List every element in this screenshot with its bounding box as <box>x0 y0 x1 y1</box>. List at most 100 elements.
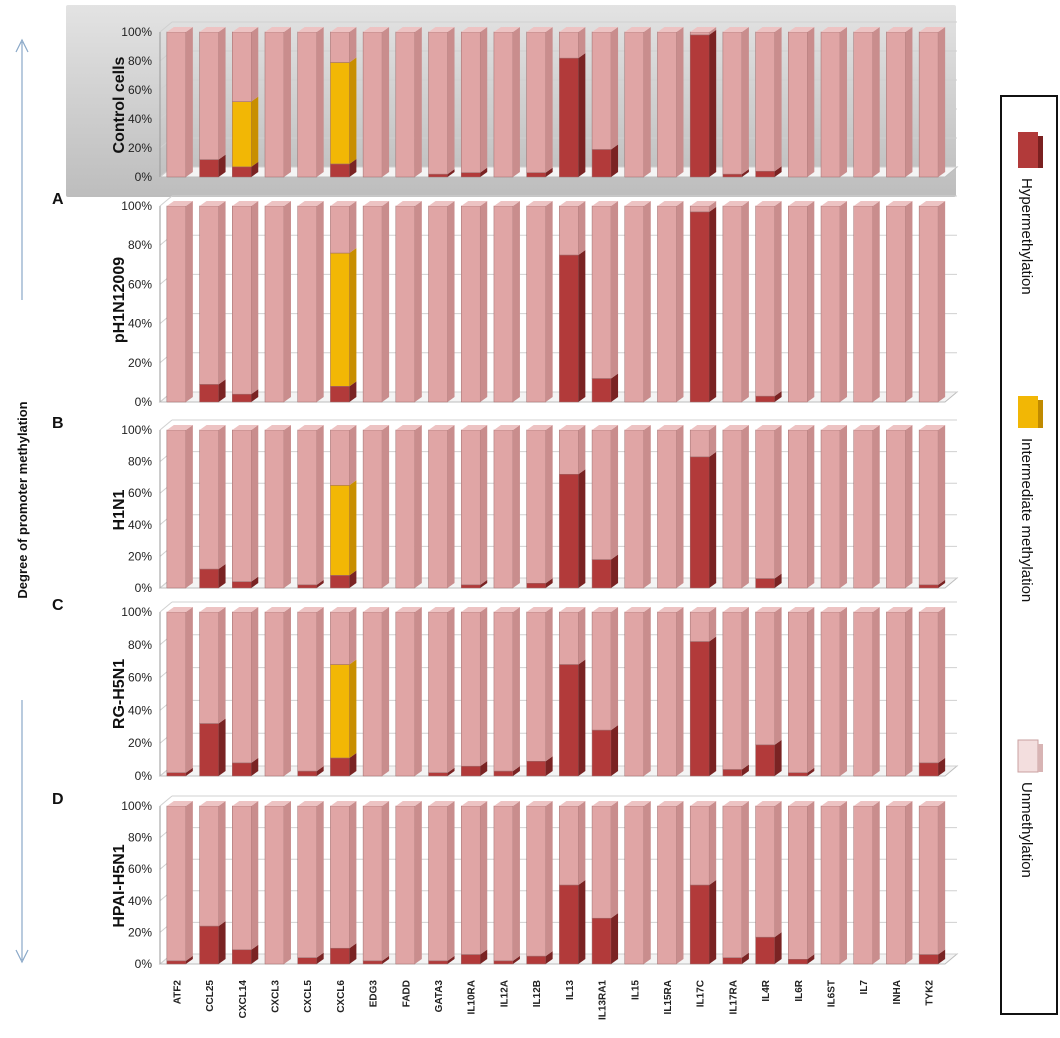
bar-front <box>428 429 448 589</box>
panel-1: 0% 20% 40% 60% 80% 100% pH1N12009 A <box>52 191 959 409</box>
bar-front <box>526 955 546 965</box>
bar-side <box>774 27 782 172</box>
bar-top <box>461 607 488 612</box>
bar-front <box>591 429 612 560</box>
bar-front <box>820 31 841 178</box>
bar-2-IL13 <box>559 27 586 59</box>
bar-side <box>349 659 357 758</box>
panel-title: pH1N12009 <box>111 257 128 343</box>
bar-front <box>297 429 317 586</box>
panel-3: 0% 20% 40% 60% 80% 100% RG-H5N1 C <box>52 597 959 783</box>
bar-side <box>545 801 553 957</box>
y-tick-label: 100% <box>121 423 152 437</box>
bar-side <box>807 801 815 960</box>
bar-2-GATA3 <box>428 801 455 962</box>
bar-side <box>905 607 913 776</box>
legend-item-unmethylation: Unmethylation <box>1017 739 1043 878</box>
bar-side <box>316 952 324 964</box>
bar-front <box>755 936 775 965</box>
bar-front <box>689 456 710 589</box>
bar-top <box>297 27 324 32</box>
bar-side <box>774 607 782 745</box>
bar-side <box>741 801 749 958</box>
bar-front <box>199 723 219 777</box>
y-tick-label: 40% <box>128 703 152 717</box>
bar-side <box>251 757 259 776</box>
category-label: IL4R <box>761 979 772 1001</box>
bar-front <box>493 429 514 589</box>
legend-swatch-hyper-side <box>1038 136 1043 168</box>
bar-top <box>821 201 848 206</box>
bar-front <box>362 31 383 178</box>
bar-side <box>349 381 357 402</box>
bar-side <box>316 607 324 772</box>
bar-0-CXCL6 <box>330 381 357 403</box>
bar-top <box>428 27 455 32</box>
bar-top <box>657 425 684 430</box>
bar-2-CCL25 <box>199 607 226 724</box>
category-label: IL15 <box>630 980 641 1000</box>
bar-2-TYK2 <box>918 801 946 955</box>
bar-side <box>349 201 357 254</box>
bar-front <box>820 429 841 589</box>
legend-swatch-intermediate-side <box>1038 400 1043 428</box>
bar-side <box>512 801 520 961</box>
bar-side <box>709 451 717 588</box>
bar-side <box>545 578 553 588</box>
bar-front <box>722 769 743 777</box>
bar-side <box>283 801 291 964</box>
bar-front <box>559 205 579 256</box>
bar-front <box>166 429 187 589</box>
bar-top <box>624 27 651 32</box>
bar-2-IL12B <box>526 27 553 173</box>
bar-front <box>755 578 775 589</box>
bar-2-IL10RA <box>460 607 488 767</box>
bar-front <box>689 884 710 965</box>
bar-front <box>591 917 612 965</box>
bar-front <box>755 744 775 777</box>
category-label: IL7 <box>859 980 870 995</box>
bar-top <box>395 27 422 32</box>
bar-top <box>559 27 586 32</box>
bar-top <box>592 801 619 806</box>
bar-2-IL15RA <box>657 27 684 178</box>
bar-side <box>414 607 422 776</box>
y-tick-label: 0% <box>135 170 153 184</box>
bar-top <box>363 27 390 32</box>
bar-front <box>428 611 448 773</box>
bar-top <box>821 801 848 806</box>
y-tick-label: 80% <box>128 238 152 252</box>
bar-front <box>689 34 710 178</box>
bar-top <box>166 425 193 430</box>
category-label: IL12B <box>532 980 543 1007</box>
bar-side <box>283 425 291 588</box>
bar-front <box>788 772 808 777</box>
bar-side <box>218 718 226 776</box>
bar-2-ATF2 <box>166 607 193 773</box>
bar-top <box>395 425 422 430</box>
bar-side <box>807 27 815 177</box>
y-tick-label: 40% <box>128 112 152 126</box>
bar-front <box>559 884 579 965</box>
bar-2-IL13RA1 <box>591 801 619 919</box>
bar-0-CCL25 <box>199 564 226 589</box>
bar-side <box>709 801 717 885</box>
panel-letter: C <box>52 597 64 614</box>
bar-side <box>251 389 259 402</box>
bar-side <box>840 801 848 964</box>
bar-front <box>526 205 546 403</box>
bar-2-FADD <box>395 27 422 178</box>
bar-2-CXCL6 <box>330 607 357 665</box>
panel-letter: A <box>52 191 64 208</box>
bar-top <box>264 425 291 430</box>
bar-top <box>919 201 946 206</box>
bar-2-IL7 <box>853 27 880 178</box>
bar-side <box>807 425 815 588</box>
bar-side <box>938 579 946 588</box>
bar-front <box>689 429 710 458</box>
bar-side <box>349 801 357 949</box>
bar-side <box>316 201 324 402</box>
bar-side <box>545 756 553 776</box>
category-label: IL13 <box>565 980 576 1000</box>
bar-2-CXCL14 <box>232 801 259 951</box>
